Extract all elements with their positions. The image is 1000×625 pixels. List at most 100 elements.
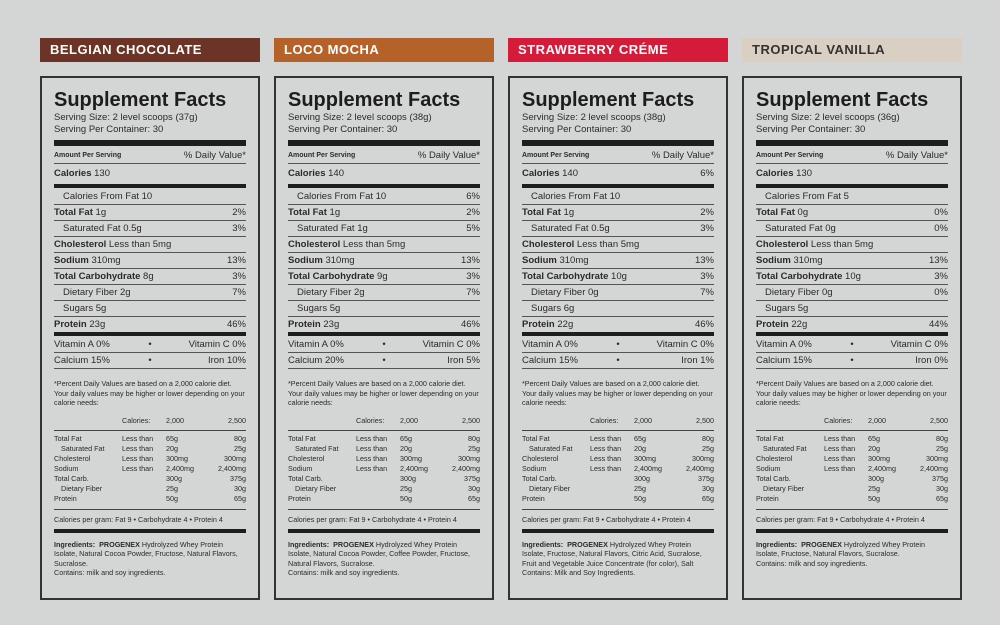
table-cell: Sodium (522, 463, 547, 473)
ingredients-label: Ingredients: (522, 539, 564, 549)
nutrient-row: Dietary Fiber 2g 7% (288, 285, 480, 301)
divider (288, 528, 480, 533)
nutrient-label: Calories From Fat 5 (765, 191, 849, 202)
dv-header: % Daily Value* (417, 150, 480, 161)
nutrient-amount: 23g (89, 319, 106, 330)
table-cell: Total Carb. (522, 473, 557, 483)
table-cell: 25g (702, 443, 714, 453)
table-cell: Less than (824, 433, 856, 443)
table-cell: 375g (464, 473, 480, 483)
nutrient-label: Protein (522, 319, 555, 330)
table-cell: 65g (400, 433, 412, 443)
brand: PROGENEX (801, 539, 842, 549)
table-cell: Protein (288, 493, 311, 503)
table-cell: 50g (400, 493, 412, 503)
table-row: Total Fat Less than 65g 80g (54, 434, 246, 444)
amount-header: Amount Per Serving % Daily Value* (756, 148, 948, 164)
table-cell: 20g (166, 443, 178, 453)
vitamin-left: Calcium 15% (522, 355, 578, 366)
table-header-cell: 2,500 (462, 415, 480, 425)
panel-title: Supplement Facts (756, 89, 929, 111)
serving-size: Serving Size: 2 level scoops (38g) (288, 112, 432, 123)
table-cell: Total Carb. (288, 473, 323, 483)
table-cell (122, 494, 166, 504)
divider (54, 332, 246, 336)
daily-value: 2% (466, 207, 480, 218)
table-cell: 30g (936, 483, 948, 493)
table-row: Cholesterol Less than 300mg 300mg (288, 454, 480, 464)
nutrient-label: Dietary Fiber 0g (765, 287, 833, 298)
vitamin-right: Iron 1% (681, 355, 714, 366)
supplement-facts-panel: Supplement Facts Serving Size: 2 level s… (508, 76, 728, 600)
divider (288, 184, 480, 188)
table-row: Dietary Fiber 25g 30g (288, 484, 480, 494)
nutrient-row: Sodium 310mg 13% (54, 253, 246, 269)
table-cell: Less than (356, 433, 388, 443)
flavor-header: STRAWBERRY CRÉME (508, 38, 728, 62)
table-header: Calories: 2,000 2,500 (522, 416, 714, 431)
nutrient-label: Sodium (54, 255, 89, 266)
nutrient-label: Dietary Fiber 2g (297, 287, 365, 298)
nutrient-amount: 8g (143, 271, 154, 282)
table-cell: 2,400mg (920, 463, 948, 473)
table-cell: Sodium (54, 463, 79, 473)
nutrient-label: Sodium (522, 255, 557, 266)
table-cell: Saturated Fat (61, 443, 105, 453)
vitamin-left: Calcium 20% (288, 355, 344, 366)
nutrient-label: Total Fat (522, 207, 561, 218)
table-cell: 2,400mg (686, 463, 714, 473)
table-cell: 50g (634, 493, 646, 503)
table-cell: 300mg (692, 453, 714, 463)
brand: PROGENEX (99, 539, 140, 549)
table-cell: Less than (590, 443, 622, 453)
daily-value: 6% (700, 168, 714, 179)
table-cell: Less than (824, 453, 856, 463)
nutrient-amount: 10g (845, 271, 861, 282)
divider (288, 140, 480, 146)
daily-value: 7% (466, 287, 480, 298)
vitamin-row: Calcium 15% • Iron 1% (522, 353, 714, 369)
table-header-cell: 2,000 (166, 415, 184, 425)
daily-values-table: Calories: 2,000 2,500 Total Fat Less than 65g… (756, 416, 948, 504)
nutrient-row: Cholesterol Less than 5mg (54, 237, 246, 253)
table-cell (824, 474, 868, 484)
table-row: Total Fat Less than 65g 80g (756, 434, 948, 444)
table-row: Total Carb. 300g 375g (54, 474, 246, 484)
table-cell: 20g (868, 443, 880, 453)
vitamin-left: Vitamin A 0% (288, 339, 344, 350)
table-cell: Less than (590, 433, 622, 443)
flavor-header: BELGIAN CHOCOLATE (40, 38, 260, 62)
footnote: *Percent Daily Values are based on a 2,0… (522, 379, 713, 407)
nutrient-amount: Less than 5mg (810, 239, 874, 250)
nutrient-row: Total Carbohydrate 9g 3% (288, 269, 480, 285)
vitamin-left: Vitamin A 0% (522, 339, 578, 350)
table-header-cell: 2,000 (634, 415, 652, 425)
nutrient-row: Dietary Fiber 2g 7% (54, 285, 246, 301)
table-header-cell: Calories: (824, 415, 853, 425)
nutrient-row: Calories From Fat 5 (756, 189, 948, 205)
bullet: • (382, 355, 386, 366)
ingredients-text: Hydrolyzed Whey Protein Isolate, Fructos… (522, 539, 702, 568)
nutrient-amount: 22g (557, 319, 574, 330)
table-cell: 300mg (224, 453, 246, 463)
daily-value: 13% (928, 255, 948, 266)
table-row: Dietary Fiber 25g 30g (522, 484, 714, 494)
divider (756, 332, 948, 336)
table-row: Protein 50g 65g (54, 494, 246, 504)
nutrient-label: Total Fat (54, 207, 93, 218)
amount-header: Amount Per Serving % Daily Value* (54, 148, 246, 164)
nutrient-amount: 1g (329, 207, 341, 218)
flavor-column: TROPICAL VANILLA Supplement Facts Servin… (742, 38, 962, 600)
daily-value: 0% (934, 287, 948, 298)
table-cell: Total Fat (54, 433, 82, 443)
table-cell: 25g (166, 483, 178, 493)
nutrient-label: Saturated Fat 0g (765, 223, 836, 234)
table-cell: Less than (356, 453, 388, 463)
daily-value: 0% (934, 207, 948, 218)
table-cell (590, 494, 634, 504)
vitamin-right: Vitamin C 0% (890, 339, 948, 350)
daily-value: 6% (466, 191, 480, 202)
nutrient-amount: 310mg (91, 255, 121, 266)
nutrient-label: Cholesterol (522, 239, 575, 250)
ingredients: Ingredients: PROGENEX Hydrolyzed Whey Pr… (756, 540, 948, 569)
